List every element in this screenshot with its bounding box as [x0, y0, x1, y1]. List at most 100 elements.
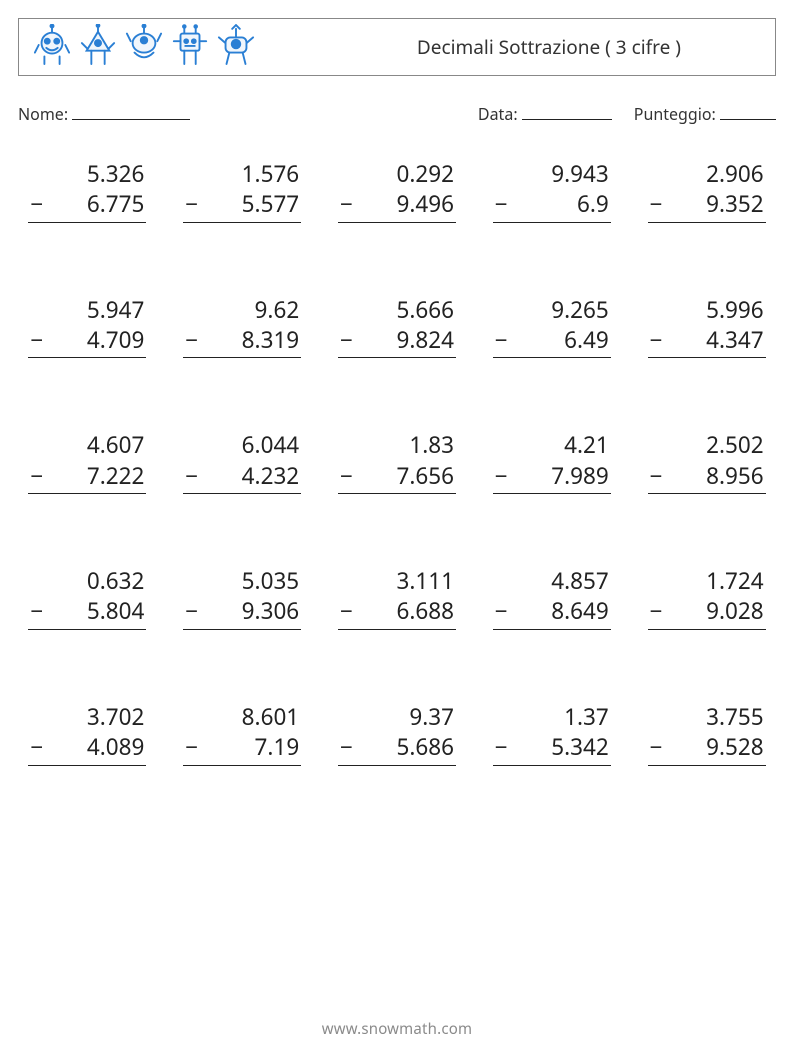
subtraction-problem: 9.943−6.9 — [493, 159, 611, 223]
subtrahend: 9.528 — [706, 732, 764, 762]
subtrahend: 6.9 — [577, 189, 609, 219]
subtrahend: 4.232 — [242, 461, 300, 491]
minus-sign: − — [493, 732, 508, 762]
robot-icon — [125, 24, 163, 71]
minus-sign: − — [183, 325, 198, 355]
minuend: 1.576 — [242, 159, 302, 189]
minuend: 4.607 — [87, 430, 147, 460]
subtraction-problem: 5.326−6.775 — [28, 159, 146, 223]
subtrahend: 7.222 — [87, 461, 145, 491]
date-blank-line — [522, 102, 612, 120]
subtrahend: 5.342 — [551, 732, 609, 762]
score-blank-line — [720, 102, 776, 120]
minus-sign: − — [28, 325, 43, 355]
subtraction-problem: 9.37 − 5.686 — [338, 702, 456, 766]
subtrahend: 5.686 — [396, 732, 454, 762]
minus-sign: − — [28, 732, 43, 762]
subtrahend-row: −9.306 — [183, 596, 301, 629]
minuend: 0.632 — [87, 566, 147, 596]
minus-sign: − — [28, 461, 43, 491]
subtraction-problem: 1.37 − 5.342 — [493, 702, 611, 766]
subtrahend-row: −9.824 — [338, 325, 456, 358]
minuend: 3.111 — [396, 566, 456, 596]
subtraction-problem: 4.857 − 8.649 — [493, 566, 611, 630]
subtrahend: 6.49 — [564, 325, 609, 355]
subtrahend-row: − 5.342 — [493, 732, 611, 765]
subtrahend: 9.306 — [242, 596, 300, 626]
subtrahend: 4.089 — [87, 732, 145, 762]
minuend: 9.943 — [551, 159, 611, 189]
subtraction-problem: 9.265−6.49 — [493, 295, 611, 359]
subtrahend-row: − 5.686 — [338, 732, 456, 765]
subtrahend: 8.319 — [242, 325, 300, 355]
minus-sign: − — [648, 596, 663, 626]
minus-sign: − — [493, 596, 508, 626]
subtrahend: 8.649 — [551, 596, 609, 626]
worksheet-page: Decimali Sottrazione ( 3 cifre ) Nome: D… — [0, 0, 794, 1053]
robot-icon — [33, 24, 71, 71]
minus-sign: − — [183, 461, 198, 491]
subtrahend-row: − 5.804 — [28, 596, 146, 629]
minuend: 0.292 — [396, 159, 456, 189]
score-field: Punteggio: — [634, 102, 776, 125]
subtrahend: 7.656 — [396, 461, 454, 491]
minuend: 5.947 — [87, 295, 147, 325]
subtrahend: 8.956 — [706, 461, 764, 491]
minus-sign: − — [493, 325, 508, 355]
minuend: 4.857 — [551, 566, 611, 596]
subtrahend-row: − 6.49 — [493, 325, 611, 358]
minus-sign: − — [648, 189, 663, 219]
subtraction-problem: 0.632 − 5.804 — [28, 566, 146, 630]
minuend: 5.996 — [706, 295, 766, 325]
subtrahend-row: − 9.352 — [648, 189, 766, 222]
subtraction-problem: 6.044 − 4.232 — [183, 430, 301, 494]
subtrahend-row: − 8.649 — [493, 596, 611, 629]
minuend: 1.37 — [564, 702, 611, 732]
subtrahend-row: −9.528 — [648, 732, 766, 765]
minus-sign: − — [338, 732, 353, 762]
subtrahend-row: −8.956 — [648, 461, 766, 494]
name-label: Nome: — [18, 103, 68, 125]
subtraction-problem: 1.83−7.656 — [338, 430, 456, 494]
subtrahend: 5.577 — [242, 189, 300, 219]
minus-sign: − — [493, 461, 508, 491]
subtrahend: 6.688 — [396, 596, 454, 626]
subtrahend: 5.804 — [87, 596, 145, 626]
minuend: 5.666 — [396, 295, 456, 325]
subtraction-problem: 3.755−9.528 — [648, 702, 766, 766]
subtrahend: 9.824 — [396, 325, 454, 355]
subtrahend: 7.989 — [551, 461, 609, 491]
footer-url: www.snowmath.com — [0, 1019, 794, 1039]
subtrahend-row: − 4.232 — [183, 461, 301, 494]
problems-grid: 5.326−6.7751.576−5.5770.292−9.4969.943−6… — [18, 159, 776, 766]
minuend: 3.702 — [87, 702, 147, 732]
subtraction-problem: 3.702 − 4.089 — [28, 702, 146, 766]
minuend: 6.044 — [242, 430, 302, 460]
minus-sign: − — [183, 732, 198, 762]
subtraction-problem: 3.111−6.688 — [338, 566, 456, 630]
robot-icon — [79, 24, 117, 71]
subtraction-problem: 8.601−7.19 — [183, 702, 301, 766]
minuend: 9.62 — [255, 295, 302, 325]
subtrahend: 9.352 — [706, 189, 764, 219]
subtraction-problem: 5.996−4.347 — [648, 295, 766, 359]
subtraction-problem: 1.724−9.028 — [648, 566, 766, 630]
minuend: 2.502 — [706, 430, 766, 460]
subtraction-problem: 2.906−9.352 — [648, 159, 766, 223]
minuend: 1.724 — [706, 566, 766, 596]
minuend: 5.326 — [87, 159, 147, 189]
subtrahend-row: − 8.319 — [183, 325, 301, 358]
minus-sign: − — [28, 596, 43, 626]
subtraction-problem: 0.292−9.496 — [338, 159, 456, 223]
worksheet-title: Decimali Sottrazione ( 3 cifre ) — [417, 34, 761, 60]
subtrahend-row: −9.028 — [648, 596, 766, 629]
minuend: 5.035 — [242, 566, 302, 596]
subtrahend: 9.496 — [396, 189, 454, 219]
date-label: Data: — [478, 103, 518, 125]
subtrahend: 7.19 — [255, 732, 300, 762]
minuend: 9.37 — [409, 702, 456, 732]
minuend: 4.21 — [564, 430, 611, 460]
subtrahend: 4.709 — [87, 325, 145, 355]
robot-icon — [171, 24, 209, 71]
subtraction-problem: 4.21 − 7.989 — [493, 430, 611, 494]
